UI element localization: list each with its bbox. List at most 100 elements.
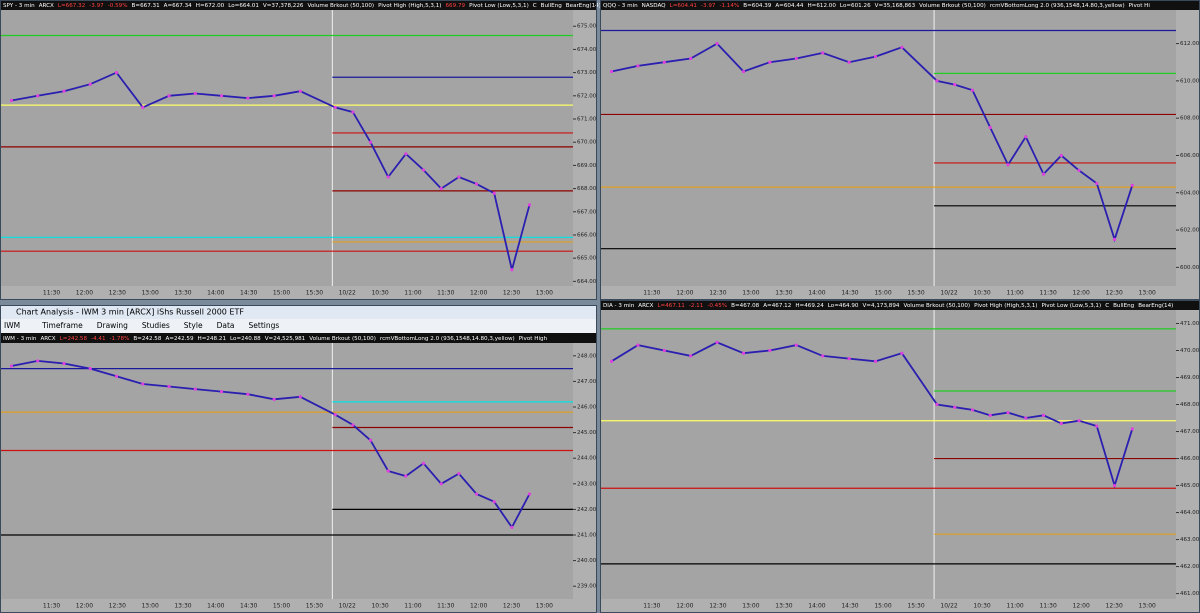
y-tick-label: 604.00 [1180, 190, 1200, 196]
header-item: rcmVBottomLong 2.0 (936,1548,14.80,3,yel… [380, 336, 515, 342]
x-tick-label: 12:30 [1106, 290, 1123, 297]
header-item: B=467.08 [731, 303, 760, 309]
x-tick-label: 13:00 [742, 290, 759, 297]
x-tick-label: 14:30 [240, 603, 257, 610]
header-item: C [533, 3, 537, 9]
header-item: -0.45% [707, 303, 727, 309]
price-point [62, 89, 66, 93]
x-tick-label: 15:30 [907, 290, 924, 297]
header-item: -1.14% [719, 3, 739, 9]
time-axis [0, 286, 597, 300]
x-tick-label: 12:30 [1106, 603, 1123, 610]
price-point [527, 492, 532, 496]
header: SPY - 3 min ARCX L=667.32 -3.97 -0.59% B=667.… [3, 3, 601, 9]
header-item: -3.97 [701, 3, 716, 9]
x-tick-label: 11:30 [1039, 290, 1056, 297]
price-point [1041, 413, 1046, 417]
header-item: A=242.59 [165, 336, 194, 342]
header-item: B=242.58 [133, 336, 162, 342]
header: QQQ - 3 min NASDAQ L=604.41 -3.97 -1.14% B=60… [603, 3, 1150, 9]
header-item: A=604.44 [775, 3, 804, 9]
price-point [474, 492, 479, 496]
x-tick-label: 13:30 [174, 290, 191, 297]
x-tick-label: 13:00 [536, 290, 553, 297]
price-point [36, 94, 40, 98]
y-tick-label: 670.00 [577, 140, 597, 146]
price-point [988, 125, 992, 130]
price-point [62, 361, 66, 366]
panel-border [0, 0, 597, 300]
price-point [689, 56, 693, 61]
toolbar-button[interactable]: Settings [249, 321, 280, 330]
price-point [36, 359, 40, 363]
x-tick-label: 12:30 [503, 603, 520, 610]
x-tick-label: 12:00 [470, 290, 487, 297]
price-point [492, 191, 496, 195]
y-tick-label: 610.00 [1180, 78, 1200, 84]
price-axis [573, 10, 597, 286]
price-point [794, 56, 798, 61]
price-point [1077, 419, 1081, 423]
x-tick-label: 12:30 [109, 603, 126, 610]
price-point [1006, 163, 1010, 167]
price-point [1112, 483, 1117, 488]
y-tick-label: 466.00 [1180, 456, 1200, 462]
x-tick-label: 12:00 [76, 603, 93, 610]
y-tick-label: 672.00 [577, 93, 597, 99]
x-tick-label: 15:00 [273, 290, 290, 297]
y-tick-label: 664.00 [577, 279, 597, 285]
y-tick-label: 667.00 [577, 209, 597, 215]
y-tick-label: 669.00 [577, 163, 597, 169]
header-item: NASDAQ [642, 3, 666, 9]
header-item: ARCX [638, 303, 653, 309]
price-point [88, 367, 92, 371]
toolbar-button[interactable]: Data [217, 321, 235, 330]
header-item: SPY - 3 min [3, 3, 35, 9]
chart-panel: SPY - 3 min ARCX L=667.32 -3.97 -0.59% B=667.… [0, 0, 601, 300]
toolbar-button[interactable]: Timeframe [41, 321, 83, 330]
header-item: H=612.00 [807, 3, 836, 9]
price-point [404, 152, 408, 156]
header-item: V=24,525,981 [265, 336, 306, 342]
price-point [953, 405, 957, 409]
header-item: A=667.34 [164, 3, 193, 9]
price-point [636, 343, 640, 347]
toolbar-button[interactable]: Drawing [97, 321, 128, 330]
price-point [298, 89, 302, 93]
price-point [510, 525, 514, 529]
price-point [141, 382, 145, 386]
header-item: 669.79 [445, 3, 465, 9]
price-point [1059, 421, 1063, 426]
price-point [715, 41, 719, 46]
header-item: L=604.41 [670, 3, 698, 9]
x-tick-label: 11:30 [643, 290, 660, 297]
y-tick-label: 464.00 [1180, 510, 1200, 516]
toolbar-button[interactable]: Style [184, 321, 203, 330]
header-item: V=4,173,894 [862, 303, 899, 309]
y-tick-label: 242.00 [577, 507, 597, 513]
y-tick-label: 600.00 [1180, 265, 1200, 271]
toolbar-button[interactable]: Studies [142, 321, 170, 330]
plot-area [0, 343, 573, 599]
y-tick-label: 463.00 [1180, 537, 1200, 543]
price-point [847, 357, 851, 361]
price-point [741, 69, 746, 74]
price-point [457, 175, 461, 179]
x-tick-label: 11:00 [1006, 603, 1023, 610]
x-tick-label: 10:30 [371, 290, 388, 297]
price-point [636, 64, 640, 68]
x-tick-label: 11:00 [404, 603, 421, 610]
price-point [492, 500, 496, 504]
x-tick-label: 10/22 [940, 290, 957, 297]
toolbar-button[interactable]: IWM [4, 321, 20, 330]
price-point [873, 55, 878, 59]
price-point [114, 71, 119, 75]
price-point [1095, 181, 1099, 186]
price-point [1024, 416, 1028, 420]
price-point [1077, 168, 1081, 172]
price-point [272, 94, 276, 98]
price-point [1130, 183, 1134, 187]
header-item: QQQ - 3 min [603, 3, 638, 9]
price-point [368, 140, 373, 144]
